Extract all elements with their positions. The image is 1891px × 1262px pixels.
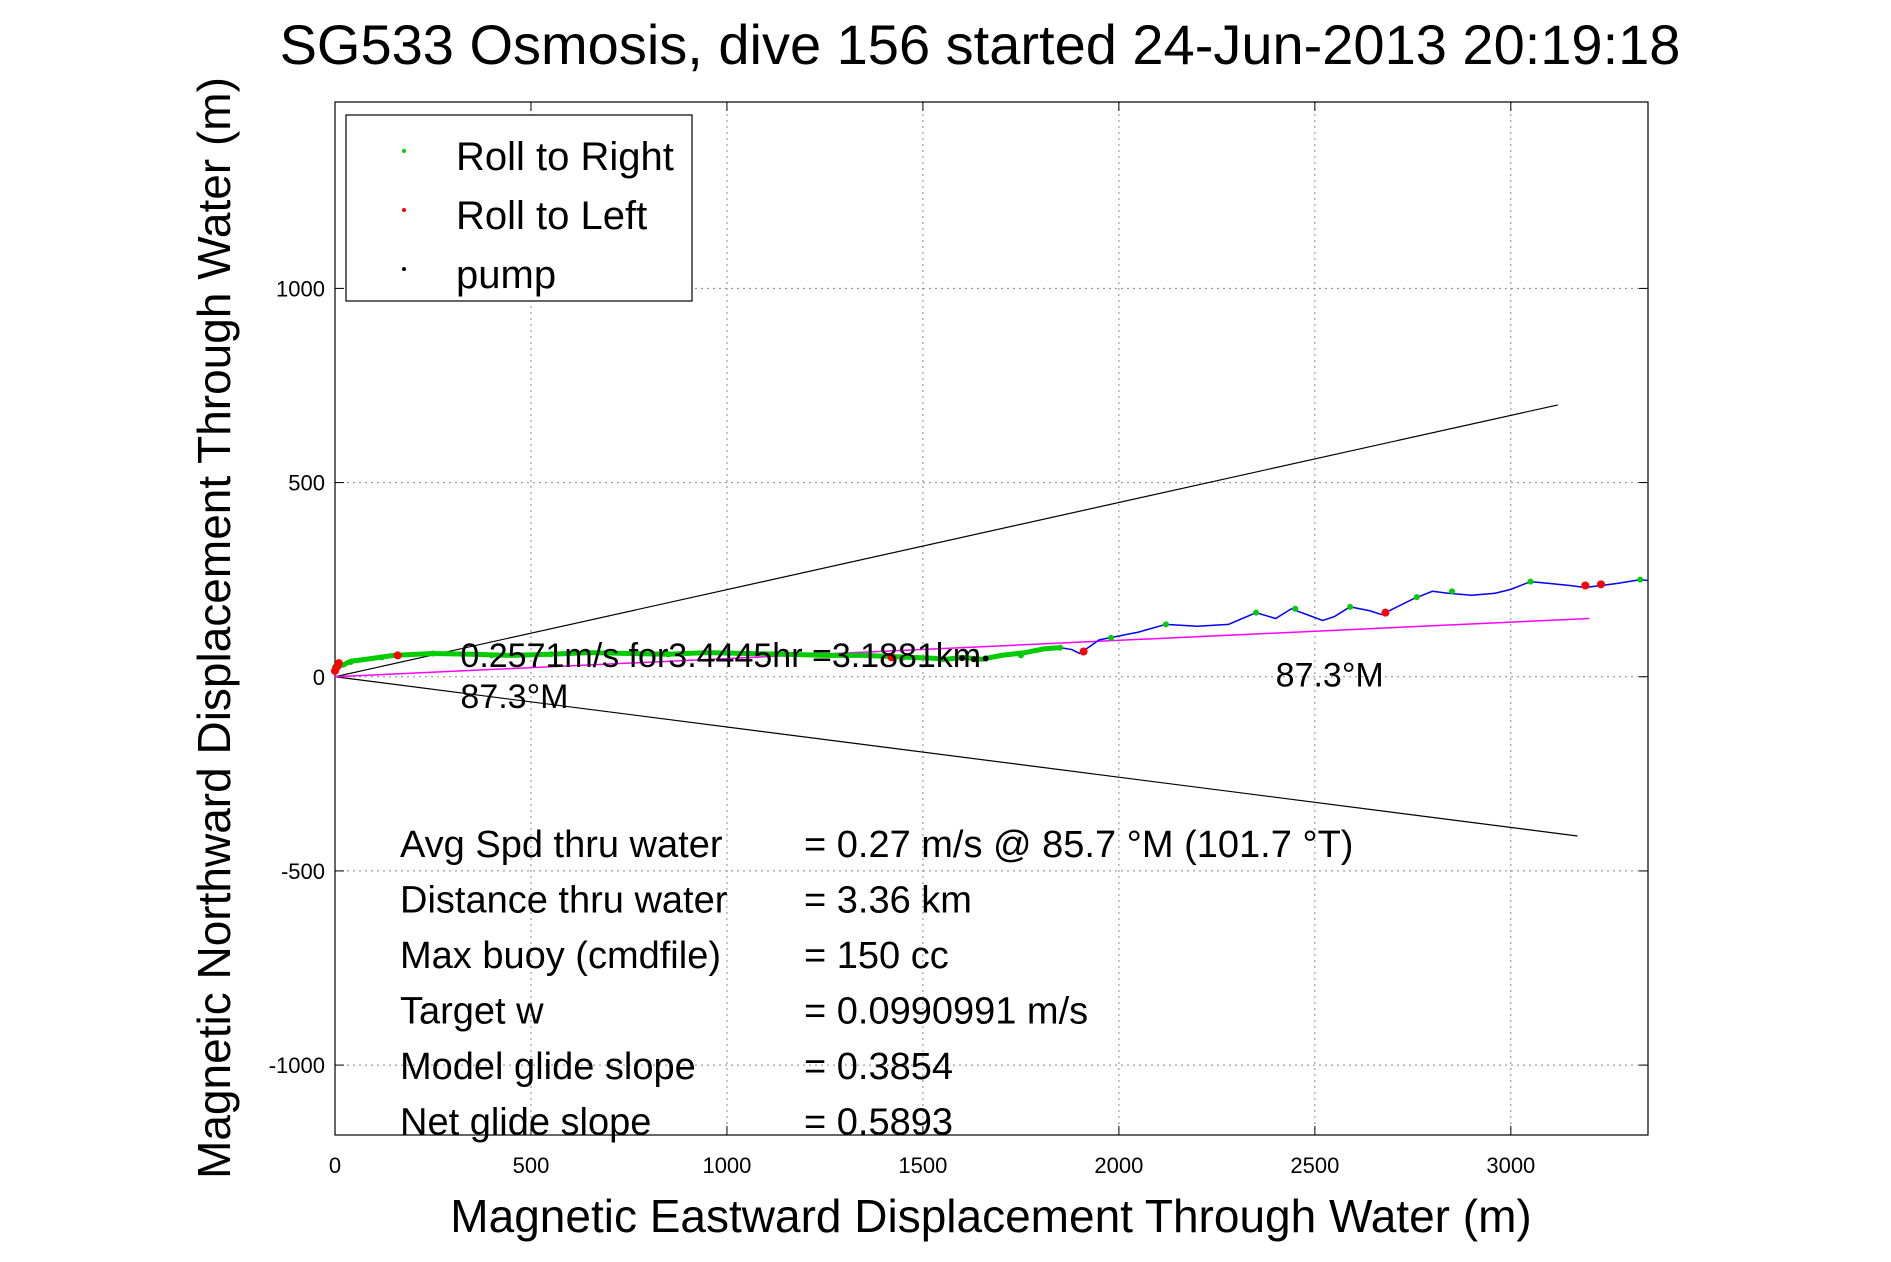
axis-ticks: 0 500 1000 1500 2000 2500 3000 -1000 -500 0 500 100… <box>269 102 1648 1178</box>
roll-right-point <box>723 649 730 656</box>
legend-label-roll-right: Roll to Right <box>456 135 674 179</box>
plot-series <box>331 404 1649 837</box>
y-tick-label: 1000 <box>276 276 325 301</box>
roll-right-point <box>1527 578 1534 585</box>
roll-left-point <box>1381 608 1390 617</box>
roll-right-point <box>488 652 495 659</box>
stat-value: = 0.27 m/s @ 85.7 °M (101.7 °T) <box>804 824 1353 866</box>
annotation-1: 0.2571m/s for3.4445hr =3.1881km <box>460 637 981 675</box>
legend-marker-roll-right <box>402 149 406 153</box>
roll-left-point <box>334 659 343 668</box>
y-tick-label: 0 <box>313 665 325 690</box>
legend-marker-pump <box>402 267 406 271</box>
roll-right-point <box>1347 603 1354 610</box>
x-tick-label: 0 <box>329 1153 341 1178</box>
roll-left-point <box>393 651 402 660</box>
roll-right-point <box>782 651 789 658</box>
roll-right-point <box>1413 594 1420 601</box>
upper-bound-line <box>334 404 1558 678</box>
roll-right-point <box>1253 609 1260 616</box>
y-tick-label: 500 <box>288 471 325 496</box>
plot-area <box>334 101 1649 1136</box>
stat-value: = 150 cc <box>804 935 949 977</box>
roll-right-point <box>665 651 672 658</box>
roll-right-point <box>379 654 386 661</box>
stat-label: Net glide slope <box>400 1102 651 1144</box>
stats-block: Avg Spd thru water = 0.27 m/s @ 85.7 °M (… <box>400 824 1353 1144</box>
x-axis-label: Magnetic Eastward Displacement Through W… <box>450 1190 1531 1242</box>
roll-left-point <box>1581 581 1590 590</box>
pump-point <box>982 655 989 662</box>
chart-title: SG533 Osmosis, dive 156 started 24-Jun-2… <box>280 13 1681 76</box>
x-tick-label: 500 <box>513 1153 550 1178</box>
roll-right-point <box>347 658 354 665</box>
lower-bound-line <box>334 676 1578 837</box>
roll-left-point <box>887 653 896 662</box>
y-tick-label: -1000 <box>269 1053 325 1078</box>
grid <box>335 102 1648 1135</box>
roll-right-point <box>841 652 848 659</box>
stat-label: Distance thru water <box>400 880 728 922</box>
x-tick-label: 2500 <box>1290 1153 1339 1178</box>
stat-label: Max buoy (cmdfile) <box>400 935 721 977</box>
roll-left-point <box>1596 580 1605 589</box>
legend: Roll to Right Roll to Left pump <box>345 114 693 302</box>
stat-value: = 3.36 km <box>804 880 972 922</box>
y-axis-label: Magnetic Northward Displacement Through … <box>188 77 240 1179</box>
roll-right-point <box>429 650 436 657</box>
roll-right-point <box>606 649 613 656</box>
legend-label-roll-left: Roll to Left <box>456 194 647 238</box>
roll-left-point <box>1079 647 1088 656</box>
stat-label: Target w <box>400 991 544 1033</box>
stat-label: Model glide slope <box>400 1046 696 1088</box>
legend-marker-roll-left <box>402 208 406 212</box>
stat-value: = 0.5893 <box>804 1102 953 1144</box>
annotation-2: 87.3°M <box>460 678 568 716</box>
stat-value: = 0.0990991 m/s <box>804 991 1088 1033</box>
pump-point <box>970 656 977 663</box>
stat-value: = 0.3854 <box>804 1046 953 1088</box>
roll-right-point <box>1162 621 1169 628</box>
annotations: 0.2571m/s for3.4445hr =3.1881km87.3°M87.… <box>460 637 1383 716</box>
heading-line <box>334 617 1590 678</box>
y-tick-label: -500 <box>281 859 325 884</box>
roll-right-point <box>1637 576 1644 583</box>
roll-right-point <box>900 654 907 661</box>
roll-right-point <box>939 656 946 663</box>
legend-label-pump: pump <box>456 253 556 297</box>
roll-right-point <box>1108 634 1115 641</box>
roll-right-point <box>1057 644 1064 651</box>
roll-right-point <box>1449 588 1456 595</box>
x-tick-label: 1500 <box>898 1153 947 1178</box>
x-tick-label: 1000 <box>702 1153 751 1178</box>
x-tick-label: 3000 <box>1486 1153 1535 1178</box>
roll-right-point <box>547 651 554 658</box>
annotation-3: 87.3°M <box>1276 656 1384 694</box>
roll-right-point <box>1017 652 1024 659</box>
pump-point <box>959 655 966 662</box>
roll-right-point <box>1292 605 1299 612</box>
stat-label: Avg Spd thru water <box>400 824 723 866</box>
x-tick-label: 2000 <box>1094 1153 1143 1178</box>
